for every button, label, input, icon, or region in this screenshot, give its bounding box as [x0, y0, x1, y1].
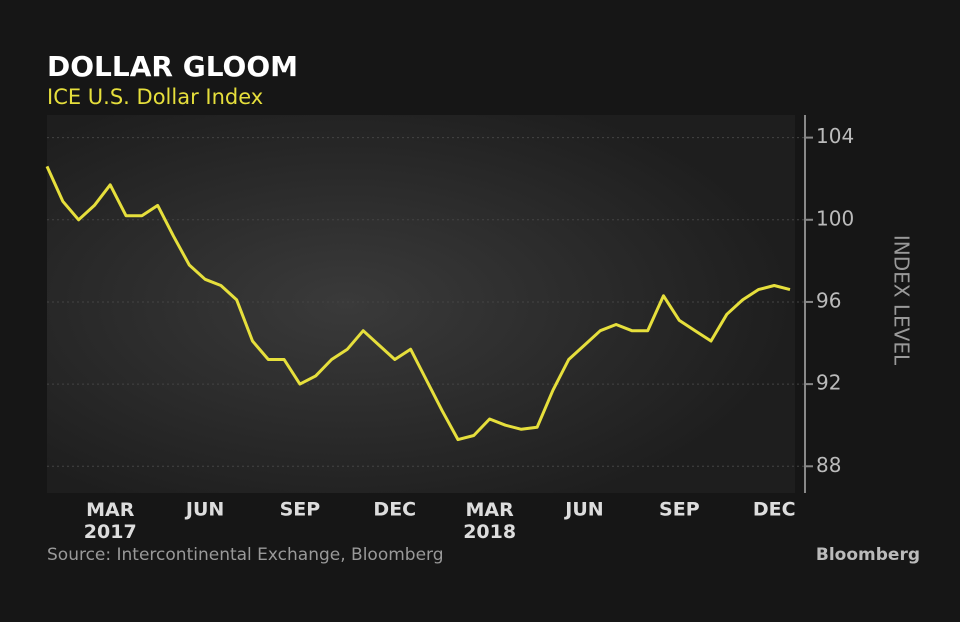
y-tick-label: 92 [816, 371, 841, 395]
x-tick-label: JUN [184, 499, 224, 521]
x-tick-label: MAR 2018 [463, 499, 516, 543]
plot-area [47, 115, 795, 493]
y-axis-label: INDEX LEVEL [890, 235, 914, 366]
y-tick-label: 104 [816, 124, 854, 148]
brand: Bloomberg [816, 545, 920, 565]
chart-title: DOLLAR GLOOM [47, 50, 298, 83]
y-tick-label: 88 [816, 453, 841, 477]
x-tick-label: DEC [753, 499, 796, 521]
x-tick-label: SEP [659, 499, 700, 521]
chart-subtitle: ICE U.S. Dollar Index [47, 85, 263, 109]
x-tick-label: SEP [280, 499, 321, 521]
x-tick-label: MAR 2017 [84, 499, 137, 543]
x-tick-label: DEC [373, 499, 416, 521]
y-tick-label: 96 [816, 288, 841, 312]
y-tick-label: 100 [816, 206, 854, 230]
source: Source: Intercontinental Exchange, Bloom… [47, 545, 444, 565]
x-tick-label: JUN [563, 499, 603, 521]
index-line [45, 165, 791, 442]
